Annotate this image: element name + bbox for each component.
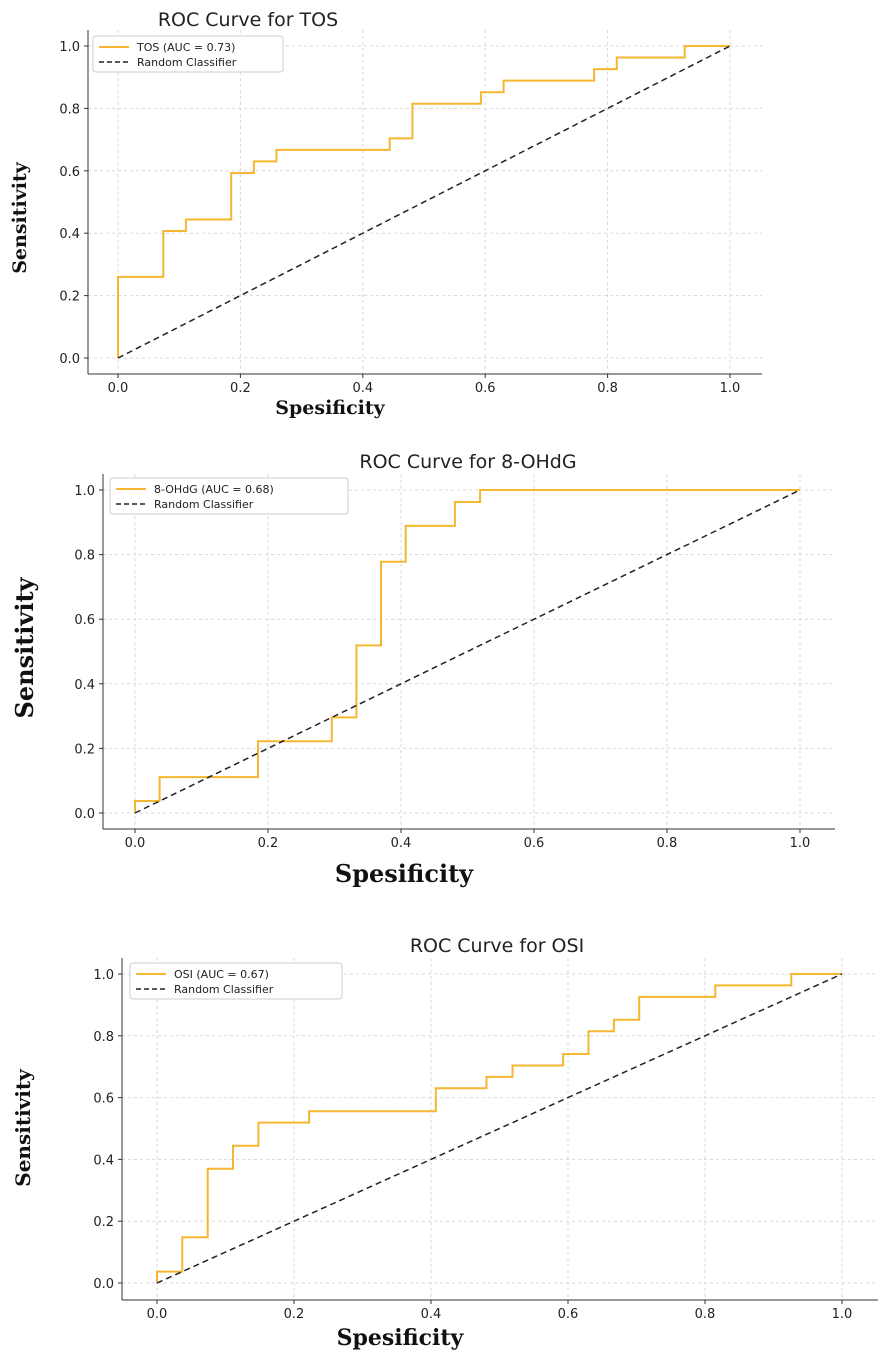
random-classifier-line [134,489,801,814]
x-tick-label: 1.0 [790,836,811,851]
x-axis-label: Spesificity [275,397,385,419]
x-tick-label: 0.4 [352,381,373,396]
x-tick-label: 0.8 [597,381,618,396]
y-tick-label: 0.0 [74,807,95,822]
y-tick-label: 0.6 [74,613,95,628]
x-tick-label: 0.0 [125,836,146,851]
legend-box [129,962,343,1000]
x-tick-label: 0.4 [421,1307,442,1322]
chart-panel-tos: 0.0 0.2 0.4 0.6 0.8 1.0 0.0 0.2 0.4 0.6 0.8 1.0 ROC … [0,0,888,430]
x-tick-label: 0.0 [108,381,129,396]
x-tick-label: 0.8 [695,1307,716,1322]
legend-box [92,35,284,73]
y-tick-label: 0.0 [59,352,80,367]
chart-title: ROC Curve for 8-OHdG [359,451,576,473]
random-classifier-line [117,45,731,359]
roc-chart-tos: 0.0 0.2 0.4 0.6 0.8 1.0 0.0 0.2 0.4 0.6 0.8 1.0 ROC … [9,9,762,419]
legend-entry: OSI (AUC = 0.67) [174,968,269,981]
legend-entry: Random Classifier [137,56,237,69]
random-classifier-line [156,973,843,1284]
y-axis-label: Sensitivity [10,576,39,718]
legend-entry: 8-OHdG (AUC = 0.68) [154,483,274,496]
y-tick-label: 0.4 [59,227,80,242]
legend: TOS (AUC = 0.73) Random Classifier [92,35,284,73]
legend: OSI (AUC = 0.67) Random Classifier [129,962,343,1000]
x-tick-label: 0.6 [524,836,545,851]
y-tick-label: 0.8 [59,102,80,117]
y-tick-label: 1.0 [59,40,80,55]
roc-chart-8ohdg: 0.0 0.2 0.4 0.6 0.8 1.0 0.0 0.2 0.4 0.6 0.8 1.0 ROC … [10,451,835,888]
y-axis-label: Sensitivity [9,161,31,274]
y-tick-label: 1.0 [93,968,114,983]
y-tick-label: 0.0 [93,1277,114,1292]
legend: 8-OHdG (AUC = 0.68) Random Classifier [109,477,349,515]
x-tick-label: 0.0 [147,1307,168,1322]
legend-box [109,477,349,515]
chart-title: ROC Curve for TOS [158,9,338,31]
x-tick-label: 1.0 [832,1307,853,1322]
y-tick-label: 1.0 [74,484,95,499]
legend-entry: Random Classifier [174,983,274,996]
x-axis-label: Spesificity [337,1325,465,1351]
y-tick-label: 0.4 [93,1153,114,1168]
y-tick-label: 0.6 [59,165,80,180]
y-tick-label: 0.8 [74,549,95,564]
x-tick-label: 0.6 [558,1307,579,1322]
y-tick-label: 0.2 [74,742,95,757]
y-tick-label: 0.2 [59,290,80,305]
y-tick-label: 0.8 [93,1030,114,1045]
y-tick-label: 0.6 [93,1092,114,1107]
y-tick-label: 0.4 [74,678,95,693]
x-tick-label: 0.2 [230,381,251,396]
legend-entry: Random Classifier [154,498,254,511]
x-tick-label: 0.4 [391,836,412,851]
roc-curve-line [156,973,842,1283]
x-tick-label: 0.2 [258,836,279,851]
x-tick-label: 0.2 [284,1307,305,1322]
x-tick-label: 1.0 [720,381,741,396]
y-tick-label: 0.2 [93,1215,114,1230]
roc-curve-line [134,489,800,813]
x-tick-label: 0.8 [657,836,678,851]
x-axis-label: Spesificity [335,859,474,888]
roc-curve-line [117,45,730,358]
chart-title: ROC Curve for OSI [410,935,584,957]
legend-entry: TOS (AUC = 0.73) [136,41,235,54]
y-axis-label: Sensitivity [11,1068,35,1187]
x-tick-label: 0.6 [475,381,496,396]
